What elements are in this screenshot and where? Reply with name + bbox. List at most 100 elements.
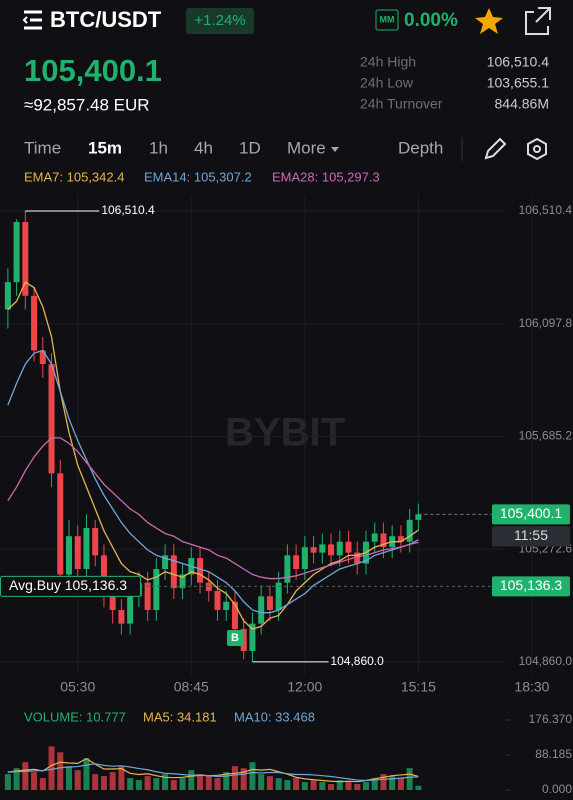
stat-label: 24h Turnover <box>360 96 443 112</box>
candle-body <box>13 222 20 283</box>
candle-body <box>345 541 352 553</box>
candle-body <box>397 536 404 542</box>
dropdown-arrow <box>331 147 339 152</box>
candle-body <box>258 596 265 624</box>
volume-bar <box>48 746 55 790</box>
ema-line <box>7 437 419 580</box>
indicator-legend: EMA14: 105,307.2 <box>144 169 252 184</box>
volume-bar <box>135 780 142 790</box>
volume-ma-line <box>7 763 419 782</box>
y-tick-label: 104,860.0 <box>519 654 573 668</box>
y-tick-label: 106,097.8 <box>519 316 573 330</box>
volume-bar <box>109 772 116 790</box>
share-icon[interactable] <box>525 7 551 35</box>
indicator-legend: EMA7: 105,342.4 <box>24 169 124 184</box>
candle-body <box>301 547 308 570</box>
candle-body <box>284 555 291 583</box>
timeframe-tab[interactable]: 1D <box>239 138 261 157</box>
candle-body <box>170 555 177 589</box>
symbol[interactable]: BTC/USDT <box>50 7 162 32</box>
volume-tick-label: 88.185 <box>535 747 572 761</box>
volume-bar <box>319 782 326 790</box>
volume-bar <box>170 780 177 790</box>
volume-bar <box>275 778 282 790</box>
menu-icon[interactable] <box>22 10 42 30</box>
candle-body <box>275 582 282 610</box>
avg-buy-box <box>0 575 141 597</box>
candle-body <box>240 629 247 651</box>
volume-bar <box>336 780 343 790</box>
volume-bar <box>188 770 195 790</box>
mm-value: 0.00% <box>404 10 458 31</box>
candle-body <box>336 541 343 556</box>
last-price-tag <box>492 504 570 525</box>
x-tick-label: 05:30 <box>60 679 95 695</box>
stat-value: 844.86M <box>495 96 549 112</box>
indicator-legend: EMA28: 105,297.3 <box>272 169 380 184</box>
volume-bar <box>389 776 396 790</box>
volume-bar <box>66 766 73 790</box>
countdown: 11:55 <box>514 527 548 543</box>
timeframe-tab[interactable]: Time <box>24 138 61 157</box>
volume-bar <box>354 784 361 790</box>
candle-body <box>380 533 387 548</box>
last-price: 105,400.1 <box>24 53 162 88</box>
volume-bar <box>310 780 317 790</box>
candle-body <box>4 282 11 310</box>
candle-body <box>197 558 204 583</box>
settings-icon[interactable] <box>527 137 547 161</box>
high-marker-label: 106,510.4 <box>101 203 155 217</box>
volume-bar <box>397 778 404 790</box>
candle-body <box>92 528 99 556</box>
low-marker-label: 104,860.0 <box>330 654 384 668</box>
timeframe-tab[interactable]: More <box>287 138 326 157</box>
volume-bar <box>240 768 247 790</box>
volume-ma-legend: MA10: 33.468 <box>234 709 315 724</box>
x-tick-label: 08:45 <box>174 679 209 695</box>
buy-marker-box <box>226 630 243 646</box>
stat-label: 24h High <box>360 54 416 70</box>
volume-bar <box>13 768 20 790</box>
mm-badge-box <box>375 9 399 31</box>
volume-bar <box>83 758 90 790</box>
volume-bar <box>362 782 369 790</box>
mm-badge: MM <box>380 14 395 24</box>
stat-value: 103,655.1 <box>487 75 549 91</box>
candle-body <box>179 574 186 589</box>
candle-body <box>231 601 238 630</box>
candle-body <box>31 295 38 351</box>
candle-body <box>39 350 46 365</box>
volume-bar <box>4 774 11 790</box>
volume-bar <box>197 774 204 790</box>
candle-body <box>310 547 317 553</box>
volume-bar <box>415 785 422 790</box>
candle-body <box>319 544 326 553</box>
timeframe-tab[interactable]: 15m <box>88 138 122 157</box>
x-tick-label: 15:15 <box>401 679 436 695</box>
volume-bar <box>92 774 99 790</box>
y-tick-label: 106,510.4 <box>519 203 573 217</box>
depth-tab[interactable]: Depth <box>398 138 443 157</box>
volume-bar <box>22 762 29 790</box>
ema-line <box>7 281 419 630</box>
candle-body <box>144 582 151 610</box>
draw-icon[interactable] <box>484 137 507 160</box>
timeframe-tab[interactable]: 4h <box>194 138 213 157</box>
watermark: BYBIT <box>225 411 345 455</box>
volume-bar <box>258 774 265 790</box>
stat-value: 106,510.4 <box>487 54 549 70</box>
volume-bar <box>162 774 169 790</box>
candle-body <box>328 544 335 556</box>
x-tick-label: 18:30 <box>514 679 549 695</box>
candle-body <box>66 536 73 575</box>
settings-icon-dot <box>533 145 541 153</box>
timeframe-tab[interactable]: 1h <box>149 138 168 157</box>
volume-bar <box>249 762 256 790</box>
volume-bar <box>223 772 230 790</box>
volume-bar <box>127 778 134 790</box>
volume-tick-label: 176.370 <box>529 712 573 726</box>
favorite-star[interactable] <box>475 8 503 34</box>
candle-body <box>415 514 422 520</box>
volume-bar <box>328 784 335 790</box>
